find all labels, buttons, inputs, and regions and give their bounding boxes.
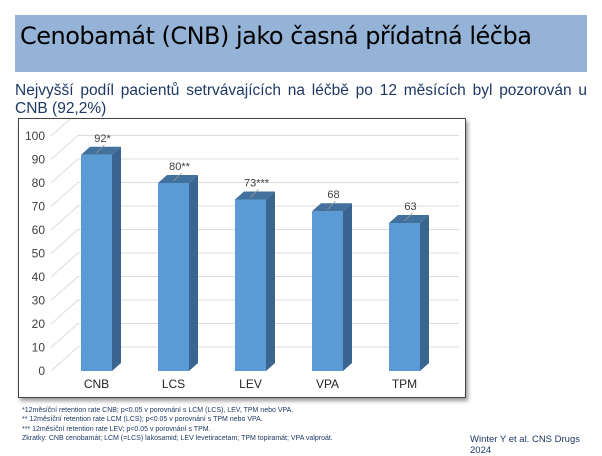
bar-top-CNB [81,146,121,155]
y-tick-label: 70 [32,200,46,214]
bar-side-CNB [112,146,121,371]
data-label: 92* [94,133,111,145]
footnotes: *12měsíční retention rate CNB; p<0.05 v … [22,406,333,443]
y-tick-label: 50 [32,247,46,261]
footnote: ** 12měsíční retention rate LCM (LCS); p… [22,416,263,424]
footnote: *** 12měsíční retention rate LEV; p<0.05… [22,425,211,433]
data-label-leader [173,172,182,182]
bar-side-VPA [343,203,352,371]
data-label-leader [250,189,259,198]
y-tick-label: 90 [32,153,46,167]
bar-side-LCS [189,175,198,371]
bar-front-LCS [158,183,189,371]
data-label-leader [327,200,336,210]
bar-front-TPM [389,222,420,371]
bar-chart: 0 10 20 30 40 50 60 70 80 90 100 92* CNB 80** LCS 73***… [25,119,459,391]
bar-top-TPM [389,214,429,223]
bar-top-LCS [158,175,198,183]
slide-title: Cenobamát (CNB) jako časná přídatná léčb… [20,22,532,50]
chart-container: 0 10 20 30 40 50 60 70 80 90 100 92* CNB 80** LCS 73***… [18,118,466,398]
bar-side-TPM [420,214,429,371]
bar-side-LEV [266,191,275,371]
citation: Winter Y et al. CNS Drugs 2024 [470,434,580,456]
gridline [50,119,71,137]
bar-top-LEV [235,191,275,200]
title-bar [15,15,587,72]
gridline [50,158,459,184]
y-tick-label: 10 [32,341,46,355]
data-label: 63 [404,201,416,213]
y-tick-label: 20 [32,317,46,331]
y-tick-label: 0 [38,364,45,378]
data-label-leader [96,144,105,154]
footnote: *12měsíční retention rate CNB; p<0.05 v … [22,407,294,414]
bar-front-VPA [312,211,343,371]
bar-front-LEV [235,199,266,371]
y-tick-label: 30 [32,294,46,308]
x-tick-label: LCS [162,377,185,391]
bar-front-CNB [81,154,112,371]
y-tick-label: 80 [32,176,46,190]
slide-subtitle: Nejvyšší podíl pacientů setrvávajících n… [15,82,587,117]
footnote: Zkratky: CNB cenobamát; LCM (=LCS) lakos… [22,434,333,442]
gridline [50,135,459,160]
gridline [50,182,459,207]
x-tick-label: VPA [316,377,339,391]
data-label: 68 [327,189,339,201]
y-tick-label: 40 [32,270,46,284]
x-tick-label: CNB [84,377,109,391]
x-tick-label: LEV [239,377,262,391]
data-label: 73*** [244,177,270,189]
data-label: 80** [169,161,191,173]
data-label-leader [404,212,413,222]
y-tick-label: 100 [25,129,45,143]
y-tick-label: 60 [32,223,46,237]
x-tick-label: TPM [392,377,417,391]
bar-top-VPA [312,203,352,212]
